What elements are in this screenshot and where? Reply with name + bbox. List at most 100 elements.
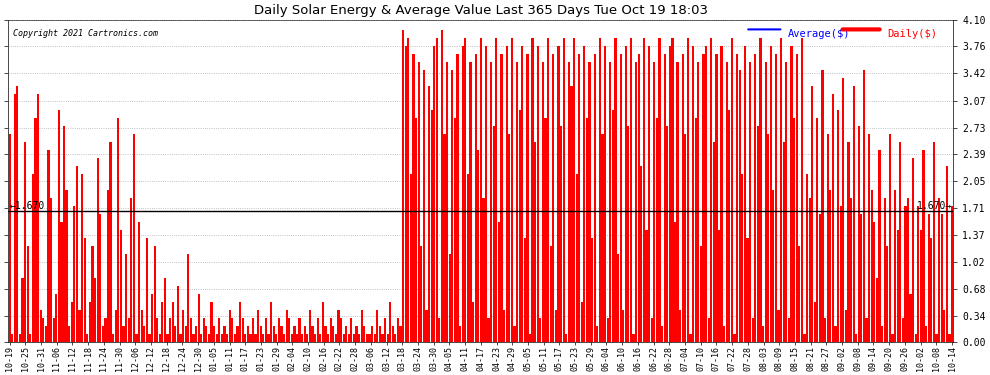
Bar xyxy=(379,326,381,342)
Bar xyxy=(884,198,886,342)
Bar xyxy=(453,118,456,342)
Bar xyxy=(99,214,101,342)
Bar xyxy=(754,54,756,342)
Bar xyxy=(371,326,373,342)
Bar xyxy=(931,238,933,342)
Bar xyxy=(340,318,343,342)
Bar xyxy=(674,222,676,342)
Bar xyxy=(936,334,938,342)
Bar xyxy=(842,78,844,342)
Bar xyxy=(503,310,505,342)
Bar xyxy=(200,334,202,342)
Bar xyxy=(769,46,772,342)
Bar xyxy=(27,246,29,342)
Bar xyxy=(716,54,718,342)
Bar xyxy=(633,334,635,342)
Bar xyxy=(110,142,112,342)
Bar xyxy=(153,246,155,342)
Bar xyxy=(306,334,309,342)
Bar xyxy=(684,134,686,342)
Bar xyxy=(575,174,578,342)
Bar xyxy=(141,310,143,342)
Bar xyxy=(459,326,461,342)
Bar xyxy=(817,118,819,342)
Bar xyxy=(415,118,417,342)
Bar xyxy=(254,334,256,342)
Bar xyxy=(461,46,463,342)
Bar xyxy=(615,38,617,342)
Bar xyxy=(360,310,362,342)
Bar xyxy=(239,302,242,342)
Bar xyxy=(734,334,736,342)
Bar xyxy=(918,206,920,342)
Bar xyxy=(835,326,837,342)
Bar xyxy=(544,118,546,342)
Bar xyxy=(785,62,787,342)
Bar xyxy=(902,318,904,342)
Title: Daily Solar Energy & Average Value Last 365 Days Tue Oct 19 18:03: Daily Solar Energy & Average Value Last … xyxy=(253,4,708,17)
Bar xyxy=(65,190,67,342)
Bar xyxy=(852,86,854,342)
Bar xyxy=(57,110,60,342)
Bar xyxy=(335,334,337,342)
Bar xyxy=(312,326,314,342)
Bar xyxy=(493,126,495,342)
Bar xyxy=(668,46,671,342)
Bar xyxy=(304,326,306,342)
Bar xyxy=(863,70,865,342)
Bar xyxy=(352,334,355,342)
Bar xyxy=(671,38,673,342)
Bar xyxy=(190,318,192,342)
Bar xyxy=(60,222,62,342)
Bar xyxy=(780,38,782,342)
Bar xyxy=(511,38,513,342)
Bar xyxy=(907,198,909,342)
Bar xyxy=(104,318,107,342)
Bar xyxy=(796,54,798,342)
Bar xyxy=(288,318,290,342)
Bar xyxy=(317,318,319,342)
Bar xyxy=(710,38,713,342)
Bar xyxy=(746,238,748,342)
Bar xyxy=(22,278,24,342)
Bar xyxy=(138,222,141,342)
Bar xyxy=(283,334,285,342)
Bar xyxy=(742,174,743,342)
Bar xyxy=(873,222,875,342)
Bar xyxy=(743,46,746,342)
Bar xyxy=(612,110,614,342)
Bar xyxy=(117,118,120,342)
Bar xyxy=(721,46,723,342)
Bar xyxy=(601,134,604,342)
Bar xyxy=(301,334,303,342)
Bar xyxy=(322,302,324,342)
Bar xyxy=(604,46,606,342)
Bar xyxy=(870,190,873,342)
Bar xyxy=(249,334,251,342)
Bar xyxy=(265,318,267,342)
Bar xyxy=(521,46,524,342)
Bar xyxy=(586,118,588,342)
Bar xyxy=(764,62,766,342)
Bar xyxy=(16,86,19,342)
Bar xyxy=(554,310,557,342)
Bar xyxy=(840,206,842,342)
Bar xyxy=(485,46,487,342)
Bar xyxy=(477,150,479,342)
Bar xyxy=(827,134,829,342)
Bar xyxy=(638,54,640,342)
Bar xyxy=(229,310,231,342)
Bar xyxy=(262,334,264,342)
Bar xyxy=(293,326,295,342)
Bar xyxy=(723,326,726,342)
Bar xyxy=(609,62,612,342)
Bar xyxy=(830,190,832,342)
Bar xyxy=(581,302,583,342)
Bar xyxy=(687,38,689,342)
Bar xyxy=(439,318,441,342)
Bar xyxy=(658,38,660,342)
Bar xyxy=(251,318,254,342)
Bar xyxy=(904,206,907,342)
Bar xyxy=(330,318,332,342)
Bar xyxy=(171,302,174,342)
